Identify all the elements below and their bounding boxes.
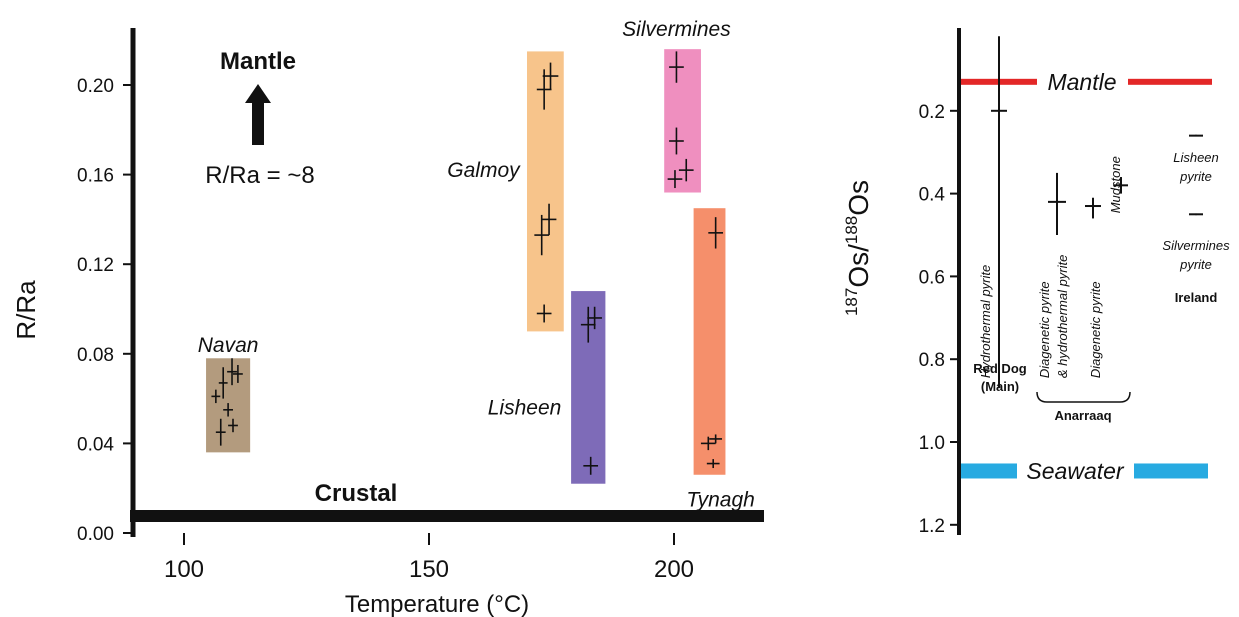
- y-tick-label-2: 0.08: [77, 345, 114, 366]
- left-ticks: 100 150 200 0.00 0.04 0.08 0.12 0.16 0.20: [77, 76, 694, 583]
- sample-layer: Hydrothermal pyrite Diagenetic pyrite & hy…: [978, 36, 1230, 389]
- sample-label-diagenetic-pyrite-hydrothermal-pyrite-line1: Diagenetic pyrite: [1037, 281, 1052, 378]
- y-tick-label-0: 0.00: [77, 524, 114, 545]
- y-tick-label-4: 0.16: [77, 166, 114, 187]
- crustal-label: Crustal: [315, 480, 398, 507]
- silvermines-label: Silvermines: [622, 18, 731, 41]
- sample-label-silvermines-pyrite-line2: pyrite: [1179, 257, 1212, 272]
- sample-label-silvermines-pyrite-line1: Silvermines: [1162, 238, 1230, 253]
- x-tick-label-200: 200: [654, 556, 694, 583]
- sample-diagenetic-pyrite-hydrothermal-pyrite: Diagenetic pyrite & hydrothermal pyrite: [1037, 172, 1070, 379]
- sample-label-diagenetic-pyrite-hydrothermal-pyrite-line2: & hydrothermal pyrite: [1055, 255, 1070, 379]
- navan-point-4: [223, 403, 233, 417]
- sample-lisheen-pyrite: Lisheen pyrite: [1173, 134, 1219, 184]
- navan-point-5: [228, 418, 238, 433]
- right-axes: 0.2 0.4 0.6 0.8 1.0 1.2: [919, 28, 961, 537]
- sample-label-diagenetic-pyrite: Diagenetic pyrite: [1088, 281, 1103, 378]
- tynagh-point-1: [700, 436, 716, 451]
- seawater-label: Seawater: [1026, 458, 1125, 484]
- lisheen-point-2: [583, 456, 599, 475]
- galmoy-range-box: [527, 51, 564, 332]
- navan-point-2: [218, 367, 228, 399]
- sample-label-lisheen-pyrite-line2: pyrite: [1179, 169, 1212, 184]
- y-tick-label-3: 0.12: [77, 255, 114, 276]
- silvermines-point-1: [669, 127, 684, 155]
- r-y-tick-label-5: 1.2: [919, 516, 945, 537]
- mantle-line-right: [1128, 78, 1212, 85]
- r-y-tick-label-3: 0.8: [919, 350, 945, 371]
- tynagh-point-0: [708, 217, 723, 249]
- galmoy-point-2: [541, 203, 557, 236]
- navan-point-0: [227, 358, 237, 386]
- galmoy-label: Galmoy: [447, 159, 521, 182]
- r-y-tick-label-0: 0.2: [919, 102, 945, 123]
- mantle-label: Mantle: [220, 48, 296, 75]
- silvermines-point-2: [678, 158, 694, 182]
- sample-diagenetic-pyrite: Diagenetic pyrite: [1085, 197, 1103, 378]
- galmoy-point-0: [542, 62, 559, 90]
- galmoy-point-4: [536, 304, 552, 323]
- tynagh-point-2: [709, 434, 723, 444]
- silvermines-point-3: [667, 170, 683, 189]
- lisheen-label: Lisheen: [488, 397, 562, 420]
- y-label-tail: Os: [843, 180, 874, 216]
- tynagh-label: Tynagh: [686, 488, 755, 511]
- y-axis-label: R/Ra: [11, 280, 41, 340]
- sample-label-mudstone: Mudstone: [1108, 156, 1123, 213]
- tynagh-point-3: [706, 459, 720, 469]
- navan-label: Navan: [198, 334, 259, 357]
- navan-point-6: [215, 418, 226, 446]
- r-y-tick-label-2: 0.6: [919, 267, 945, 288]
- arrow-up-icon: [245, 84, 271, 145]
- right-chart-osmium: Mantle Seawater 0.2 0.4 0.6 0.8 1.0 1.2 Hydrot…: [842, 28, 1230, 537]
- x-tick-label-100: 100: [164, 556, 204, 583]
- anarraaq-bracket: [1036, 391, 1131, 403]
- crustal-bar: [130, 510, 764, 522]
- navan-point-1: [233, 365, 243, 383]
- seawater-line-right: [1134, 463, 1208, 479]
- y-label-main: Os/: [843, 244, 874, 288]
- lisheen-point-0: [580, 306, 596, 343]
- y-tick-label-1: 0.04: [77, 434, 114, 455]
- red-dog-main-label: (Main): [981, 379, 1019, 394]
- mantle-label: Mantle: [1047, 69, 1116, 95]
- ireland-label: Ireland: [1175, 290, 1218, 305]
- y-label-sup1: 187: [842, 288, 861, 316]
- right-y-axis-label: 187Os/188Os: [842, 180, 874, 316]
- navan-point-3: [211, 389, 221, 404]
- silvermines-point-0: [669, 51, 684, 83]
- galmoy-point-3: [534, 214, 550, 256]
- r-y-tick-label-1: 0.4: [919, 185, 946, 206]
- r-y-tick-label-4: 1.0: [919, 433, 945, 454]
- galmoy-point-1: [536, 69, 552, 110]
- red-dog-label: Red Dog: [973, 361, 1027, 376]
- anarraaq-label: Anarraaq: [1054, 408, 1111, 423]
- x-tick-label-150: 150: [409, 556, 449, 583]
- y-tick-label-5: 0.20: [77, 76, 114, 97]
- lisheen-point-1: [587, 306, 602, 330]
- sample-label-lisheen-pyrite-line1: Lisheen: [1173, 150, 1219, 165]
- silvermines-range-box: [664, 49, 701, 193]
- x-axis-label: Temperature (°C): [345, 591, 529, 617]
- group-layer: Navan Galmoy Silvermines Lisheen Tynagh: [198, 18, 755, 511]
- y-label-sup2: 188: [842, 216, 861, 244]
- seawater-line-left: [961, 463, 1017, 479]
- sample-label-hydrothermal-pyrite: Hydrothermal pyrite: [978, 265, 993, 378]
- sample-silvermines-pyrite: Silvermines pyrite: [1162, 213, 1230, 272]
- sample-hydrothermal-pyrite: Hydrothermal pyrite: [978, 36, 1007, 389]
- tynagh-range-box: [693, 208, 726, 475]
- sample-mudstone: Mudstone: [1108, 156, 1128, 213]
- ratio-label: R/Ra = ~8: [205, 162, 314, 189]
